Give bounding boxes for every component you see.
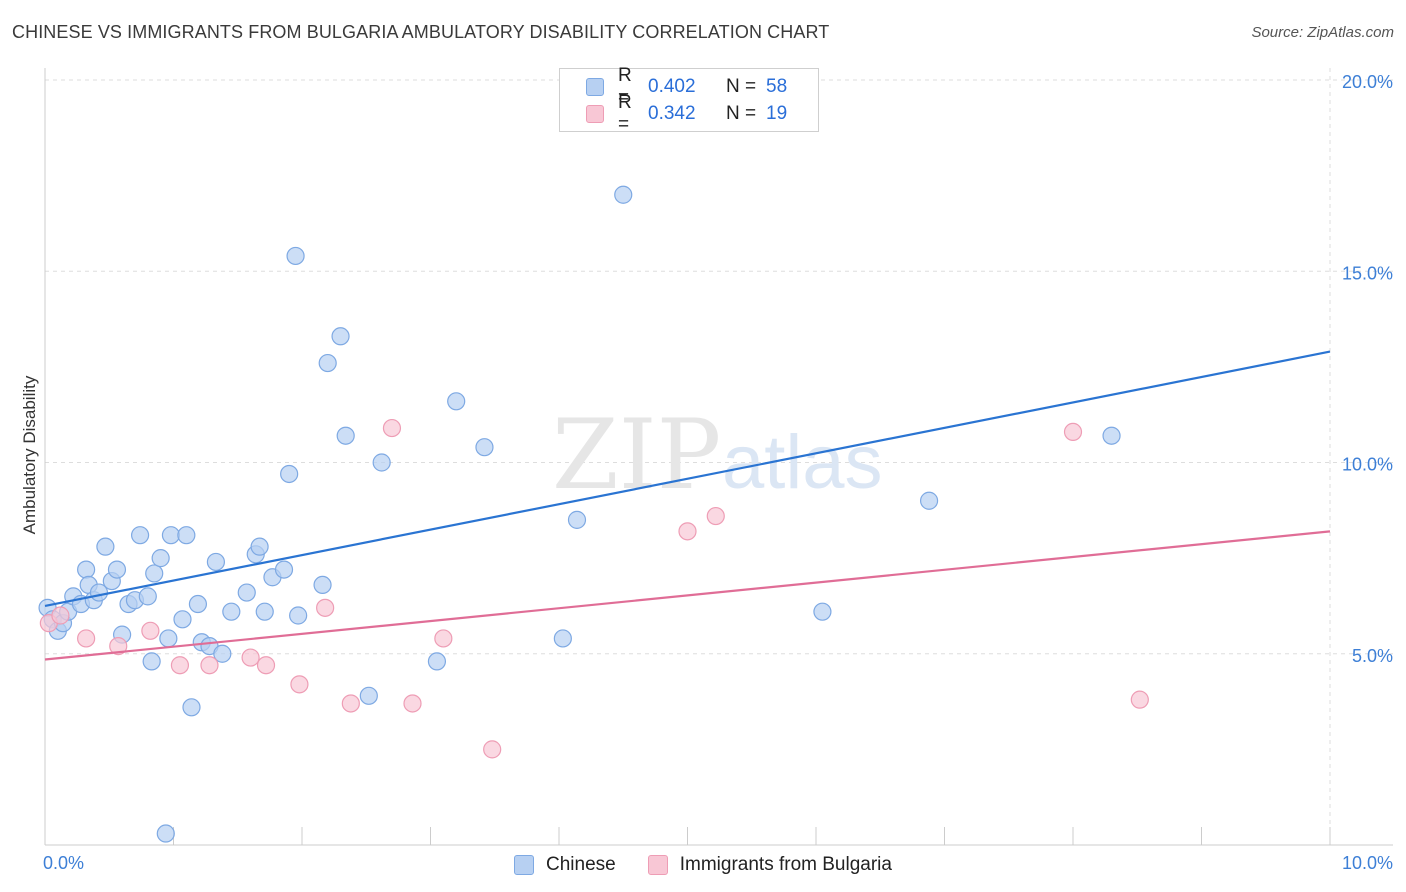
point-chinese-57 bbox=[1102, 426, 1121, 445]
point-chinese-53 bbox=[567, 510, 587, 529]
y-tick-label-2: 15.0% bbox=[1342, 263, 1393, 283]
y-tick-label-0: 5.0% bbox=[1352, 646, 1393, 666]
point-chinese-37 bbox=[255, 602, 274, 621]
legend-r-label: R = bbox=[618, 92, 632, 135]
point-bulgaria-14 bbox=[434, 629, 453, 648]
chart-title: CHINESE VS IMMIGRANTS FROM BULGARIA AMBU… bbox=[12, 22, 830, 42]
point-chinese-31 bbox=[206, 552, 226, 572]
y-axis-label: Ambulatory Disability bbox=[20, 375, 39, 534]
series-name-chinese: Chinese bbox=[546, 854, 616, 875]
point-chinese-32 bbox=[213, 644, 232, 663]
point-chinese-43 bbox=[313, 575, 332, 595]
legend-row-chinese: R = 0.402 N = 58 bbox=[586, 65, 788, 108]
legend-n-label: N = bbox=[726, 76, 757, 97]
legend-r-value: 0.402 bbox=[648, 76, 696, 97]
x-tick-label-0: 0.0% bbox=[43, 853, 84, 873]
point-chinese-48 bbox=[372, 453, 391, 472]
point-chinese-54 bbox=[614, 185, 633, 204]
legend-r-label: R = bbox=[618, 65, 632, 108]
point-chinese-51 bbox=[475, 438, 494, 457]
series-legend-bulgaria: Immigrants from Bulgaria bbox=[647, 854, 892, 876]
point-chinese-44 bbox=[318, 353, 337, 373]
axis-layer bbox=[44, 68, 1393, 846]
series-legend: Chinese Immigrants from Bulgaria bbox=[0, 851, 1406, 879]
point-bulgaria-13 bbox=[403, 694, 422, 713]
legend-n-label: N = bbox=[726, 103, 757, 124]
point-chinese-24 bbox=[161, 526, 181, 545]
correlation-legend: R = 0.402 N = 58 R = 0.342 N = 19 bbox=[559, 65, 819, 135]
grid-layer bbox=[45, 68, 1393, 845]
point-bulgaria-3 bbox=[109, 636, 128, 656]
point-chinese-26 bbox=[177, 526, 196, 545]
point-chinese-19 bbox=[142, 652, 161, 671]
legend-n-value: 58 bbox=[766, 76, 788, 97]
point-chinese-36 bbox=[250, 537, 269, 556]
legend-row-bulgaria: R = 0.342 N = 19 bbox=[586, 92, 788, 135]
watermark: ZIP atlas bbox=[552, 399, 883, 511]
point-chinese-40 bbox=[280, 464, 299, 484]
point-chinese-39 bbox=[274, 560, 294, 579]
point-bulgaria-15 bbox=[483, 740, 502, 759]
point-bulgaria-7 bbox=[241, 648, 260, 667]
point-chinese-23 bbox=[159, 629, 178, 648]
point-chinese-22 bbox=[156, 824, 175, 843]
point-chinese-18 bbox=[138, 587, 157, 606]
point-bulgaria-6 bbox=[200, 656, 219, 675]
point-bulgaria-16 bbox=[678, 522, 697, 541]
point-chinese-41 bbox=[286, 246, 305, 266]
point-chinese-42 bbox=[289, 606, 308, 625]
legend-n-value: 19 bbox=[766, 103, 788, 124]
y-tick-label-1: 10.0% bbox=[1342, 455, 1393, 475]
tick-label-layer: 5.0% 10.0% 15.0% 20.0% 0.0% 10.0% bbox=[43, 72, 1393, 873]
point-chinese-20 bbox=[145, 564, 164, 583]
y-tick-label-3: 20.0% bbox=[1342, 72, 1393, 92]
point-chinese-17 bbox=[130, 526, 150, 545]
point-bulgaria-9 bbox=[290, 675, 309, 694]
source-label: Source: ZipAtlas.com bbox=[1251, 24, 1394, 41]
point-bulgaria-18 bbox=[1063, 422, 1083, 441]
trend-line-chinese bbox=[44, 350, 1331, 608]
legend-r-value: 0.342 bbox=[648, 103, 696, 124]
point-chinese-25 bbox=[173, 610, 192, 629]
point-bulgaria-5 bbox=[170, 656, 190, 675]
legend-swatch-blue bbox=[586, 78, 604, 96]
point-chinese-49 bbox=[427, 652, 447, 671]
point-bulgaria-8 bbox=[256, 656, 276, 675]
point-bulgaria-4 bbox=[141, 621, 160, 640]
point-chinese-13 bbox=[107, 560, 127, 579]
point-bulgaria-1 bbox=[51, 606, 70, 625]
series-legend-chinese: Chinese bbox=[514, 854, 616, 876]
point-bulgaria-12 bbox=[382, 418, 402, 438]
point-bulgaria-2 bbox=[77, 629, 96, 648]
trend-line-bulgaria bbox=[44, 530, 1331, 661]
watermark-zip: ZIP bbox=[552, 399, 721, 511]
point-bulgaria-17 bbox=[706, 506, 725, 526]
series-name-bulgaria: Immigrants from Bulgaria bbox=[679, 854, 892, 875]
point-bulgaria-10 bbox=[316, 598, 335, 617]
point-chinese-28 bbox=[188, 594, 208, 614]
point-chinese-47 bbox=[359, 686, 378, 705]
trend-layer bbox=[44, 350, 1331, 661]
point-chinese-56 bbox=[919, 491, 939, 510]
point-chinese-21 bbox=[151, 549, 170, 568]
point-chinese-52 bbox=[553, 629, 572, 648]
point-bulgaria-11 bbox=[341, 694, 360, 713]
watermark-atlas: atlas bbox=[722, 420, 883, 505]
point-chinese-55 bbox=[813, 602, 832, 621]
x-tick-label-1: 10.0% bbox=[1342, 853, 1393, 873]
point-chinese-50 bbox=[447, 392, 466, 411]
legend-swatch-pink bbox=[586, 105, 604, 123]
point-chinese-33 bbox=[222, 602, 241, 621]
point-chinese-34 bbox=[237, 583, 256, 602]
series-swatch-pink bbox=[647, 855, 668, 875]
points-layer bbox=[38, 185, 1149, 843]
point-bulgaria-19 bbox=[1130, 690, 1149, 709]
point-chinese-7 bbox=[77, 560, 96, 579]
point-chinese-46 bbox=[336, 426, 355, 445]
point-chinese-11 bbox=[96, 537, 115, 556]
series-swatch-blue bbox=[514, 855, 535, 875]
point-chinese-27 bbox=[182, 698, 201, 717]
point-chinese-45 bbox=[331, 327, 350, 346]
